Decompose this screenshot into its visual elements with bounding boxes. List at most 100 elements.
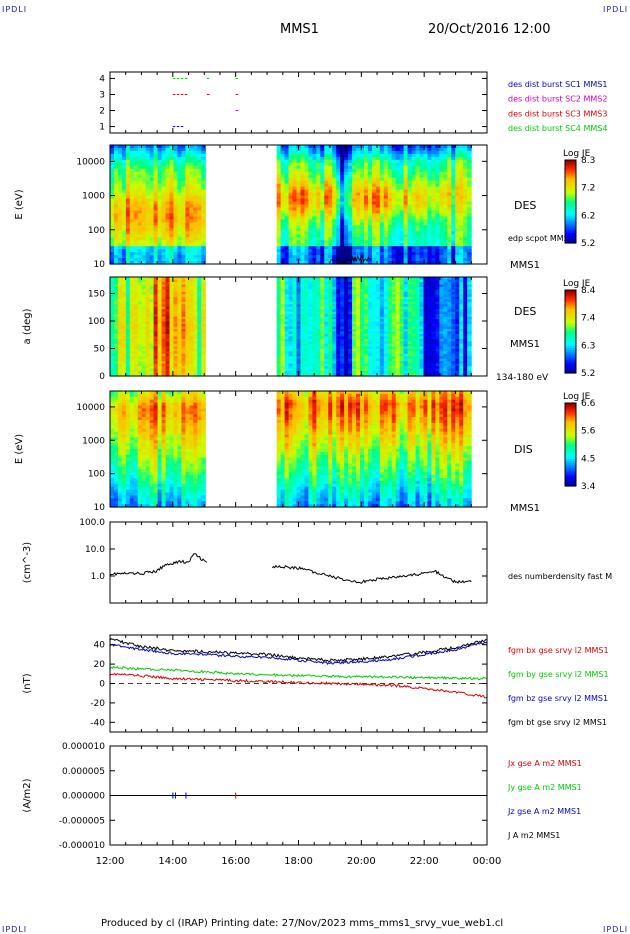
des-energy-cell bbox=[316, 219, 321, 223]
des-pitch-cell bbox=[332, 348, 337, 352]
des-pitch-cell bbox=[110, 341, 115, 345]
des-pitch-cell bbox=[121, 346, 127, 350]
des-energy-cell bbox=[463, 222, 468, 226]
des-energy-cell bbox=[308, 180, 313, 185]
des-energy-cell bbox=[415, 255, 421, 259]
des-energy-cell bbox=[165, 195, 171, 200]
des-energy-cell bbox=[348, 180, 353, 185]
des-pitch-cell bbox=[117, 316, 123, 320]
des-pitch-cell bbox=[288, 361, 294, 365]
des-energy-cell bbox=[415, 225, 421, 229]
des-pitch-cell bbox=[189, 361, 194, 365]
des-pitch-cell bbox=[363, 277, 369, 281]
des-pitch-cell bbox=[189, 326, 194, 330]
des-energy-cell bbox=[379, 213, 385, 218]
des-energy-cell bbox=[110, 249, 115, 253]
des-pitch-cell bbox=[201, 341, 206, 345]
des-energy-cell bbox=[113, 198, 119, 203]
des-energy-cell bbox=[113, 195, 119, 200]
des-energy-cell bbox=[110, 150, 115, 155]
des-pitch-cell bbox=[121, 299, 127, 303]
des-pitch-cell bbox=[141, 343, 147, 347]
des-energy-cell bbox=[391, 198, 397, 203]
des-pitch-cell bbox=[173, 366, 179, 370]
des-energy-cell bbox=[391, 207, 397, 212]
des-energy-cell bbox=[121, 189, 127, 194]
des-energy-cell bbox=[423, 243, 429, 247]
des-energy-cell bbox=[296, 213, 302, 218]
des-energy-cell bbox=[288, 198, 294, 203]
des-pitch-heatmap bbox=[110, 277, 472, 377]
des-energy-cell bbox=[129, 145, 135, 149]
des-pitch-cell bbox=[153, 328, 159, 333]
des-pitch-cell bbox=[352, 331, 357, 335]
des-energy-cell bbox=[145, 153, 151, 158]
des-energy-colorbar-segment bbox=[565, 218, 576, 221]
des-energy-cell bbox=[288, 186, 294, 191]
des-pitch-cell bbox=[288, 286, 294, 290]
des-energy-cell bbox=[403, 171, 409, 176]
des-pitch-cell bbox=[129, 286, 135, 290]
des-pitch-cell bbox=[177, 291, 183, 295]
des-pitch-cell bbox=[173, 368, 179, 372]
des-pitch-cell bbox=[193, 331, 198, 335]
des-energy-cell bbox=[161, 156, 167, 161]
des-energy-cell bbox=[443, 213, 448, 218]
des-energy-colorbar-segment bbox=[565, 160, 576, 163]
des-energy-cell bbox=[137, 150, 143, 155]
des-energy-cell bbox=[360, 237, 365, 241]
des-energy-cell bbox=[300, 219, 306, 223]
des-energy-cell bbox=[395, 237, 401, 241]
des-energy-cell bbox=[324, 174, 329, 179]
des-pitch-cell bbox=[284, 309, 290, 313]
des-energy-cell bbox=[284, 240, 290, 244]
des-energy-cell bbox=[288, 150, 294, 155]
des-energy-cell bbox=[391, 255, 397, 259]
des-energy-cell bbox=[360, 156, 365, 161]
des-energy-cell bbox=[344, 213, 349, 218]
des-energy-cell bbox=[324, 183, 329, 188]
des-pitch-cell bbox=[308, 366, 313, 370]
des-energy-cell bbox=[201, 225, 206, 229]
des-energy-cell bbox=[185, 228, 190, 232]
des-energy-cell bbox=[141, 216, 147, 220]
des-energy-cell bbox=[403, 165, 409, 170]
des-pitch-cell bbox=[161, 289, 167, 293]
des-energy-cell bbox=[423, 246, 429, 250]
des-pitch-cell bbox=[141, 289, 147, 293]
des-pitch-cell bbox=[173, 277, 179, 281]
des-pitch-cell bbox=[133, 353, 139, 357]
des-pitch-cell bbox=[340, 351, 345, 355]
des-energy-cell bbox=[463, 228, 468, 232]
des-pitch-cell bbox=[348, 284, 353, 288]
des-energy-cell bbox=[316, 150, 321, 155]
des-energy-cell bbox=[455, 228, 460, 232]
des-pitch-cell bbox=[113, 351, 119, 355]
des-pitch-cell bbox=[173, 311, 179, 315]
des-energy-cell bbox=[149, 189, 155, 194]
des-pitch-cell bbox=[336, 336, 341, 340]
des-energy-cell bbox=[320, 252, 325, 256]
des-pitch-cell bbox=[129, 284, 135, 288]
des-pitch-cell bbox=[296, 336, 302, 340]
des-energy-cell bbox=[173, 198, 179, 203]
des-energy-cell bbox=[189, 213, 194, 218]
des-pitch-cell bbox=[113, 331, 119, 335]
des-energy-cell bbox=[157, 237, 163, 241]
des-pitch-cell bbox=[363, 319, 369, 323]
des-pitch-cell bbox=[153, 346, 159, 350]
des-pitch-cell bbox=[356, 286, 361, 290]
des-pitch-cell bbox=[324, 341, 329, 345]
des-energy-cell bbox=[352, 162, 357, 167]
des-energy-cell bbox=[276, 168, 282, 173]
des-energy-cell bbox=[423, 153, 429, 158]
des-energy-cell bbox=[352, 195, 357, 200]
des-energy-cell bbox=[280, 186, 286, 191]
des-pitch-cell bbox=[280, 333, 286, 338]
des-energy-cell bbox=[371, 171, 377, 176]
des-energy-cell bbox=[121, 159, 127, 164]
des-pitch-cell bbox=[165, 299, 171, 303]
des-pitch-cell bbox=[288, 284, 294, 288]
des-pitch-cell bbox=[133, 281, 139, 286]
des-pitch-cell bbox=[356, 294, 361, 298]
